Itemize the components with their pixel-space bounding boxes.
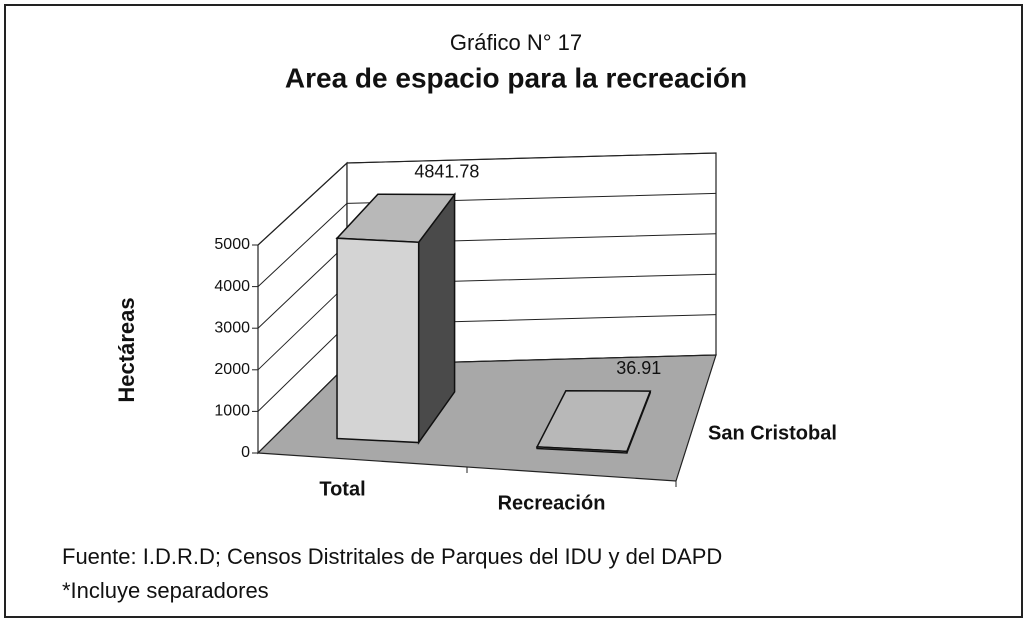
grid-line bbox=[257, 152, 717, 246]
y-tick-label: 3000 bbox=[214, 319, 250, 336]
series-label: San Cristobal bbox=[708, 422, 837, 444]
y-tick-label: 4000 bbox=[214, 278, 250, 295]
chart-subtitle: Gráfico N° 17 bbox=[450, 30, 582, 55]
y-tick-label: 5000 bbox=[214, 236, 250, 253]
y-tick-label: 1000 bbox=[214, 403, 250, 420]
y-tick-label: 0 bbox=[241, 444, 250, 461]
note: *Incluye separadores bbox=[62, 578, 269, 603]
note: Fuente: I.D.R.D; Censos Distritales de P… bbox=[62, 544, 722, 569]
data-label: 36.91 bbox=[616, 358, 661, 378]
grid-line bbox=[257, 192, 717, 287]
data-label: 4841.78 bbox=[414, 161, 479, 181]
x-tick-label: Total bbox=[319, 478, 365, 500]
y-axis-label: Hectáreas bbox=[114, 297, 139, 402]
bar-front bbox=[536, 446, 628, 454]
x-tick-label: Recreación bbox=[498, 492, 606, 514]
bar-front bbox=[336, 237, 420, 444]
chart-title: Area de espacio para la recreación bbox=[285, 62, 747, 93]
y-tick-label: 2000 bbox=[214, 361, 250, 378]
